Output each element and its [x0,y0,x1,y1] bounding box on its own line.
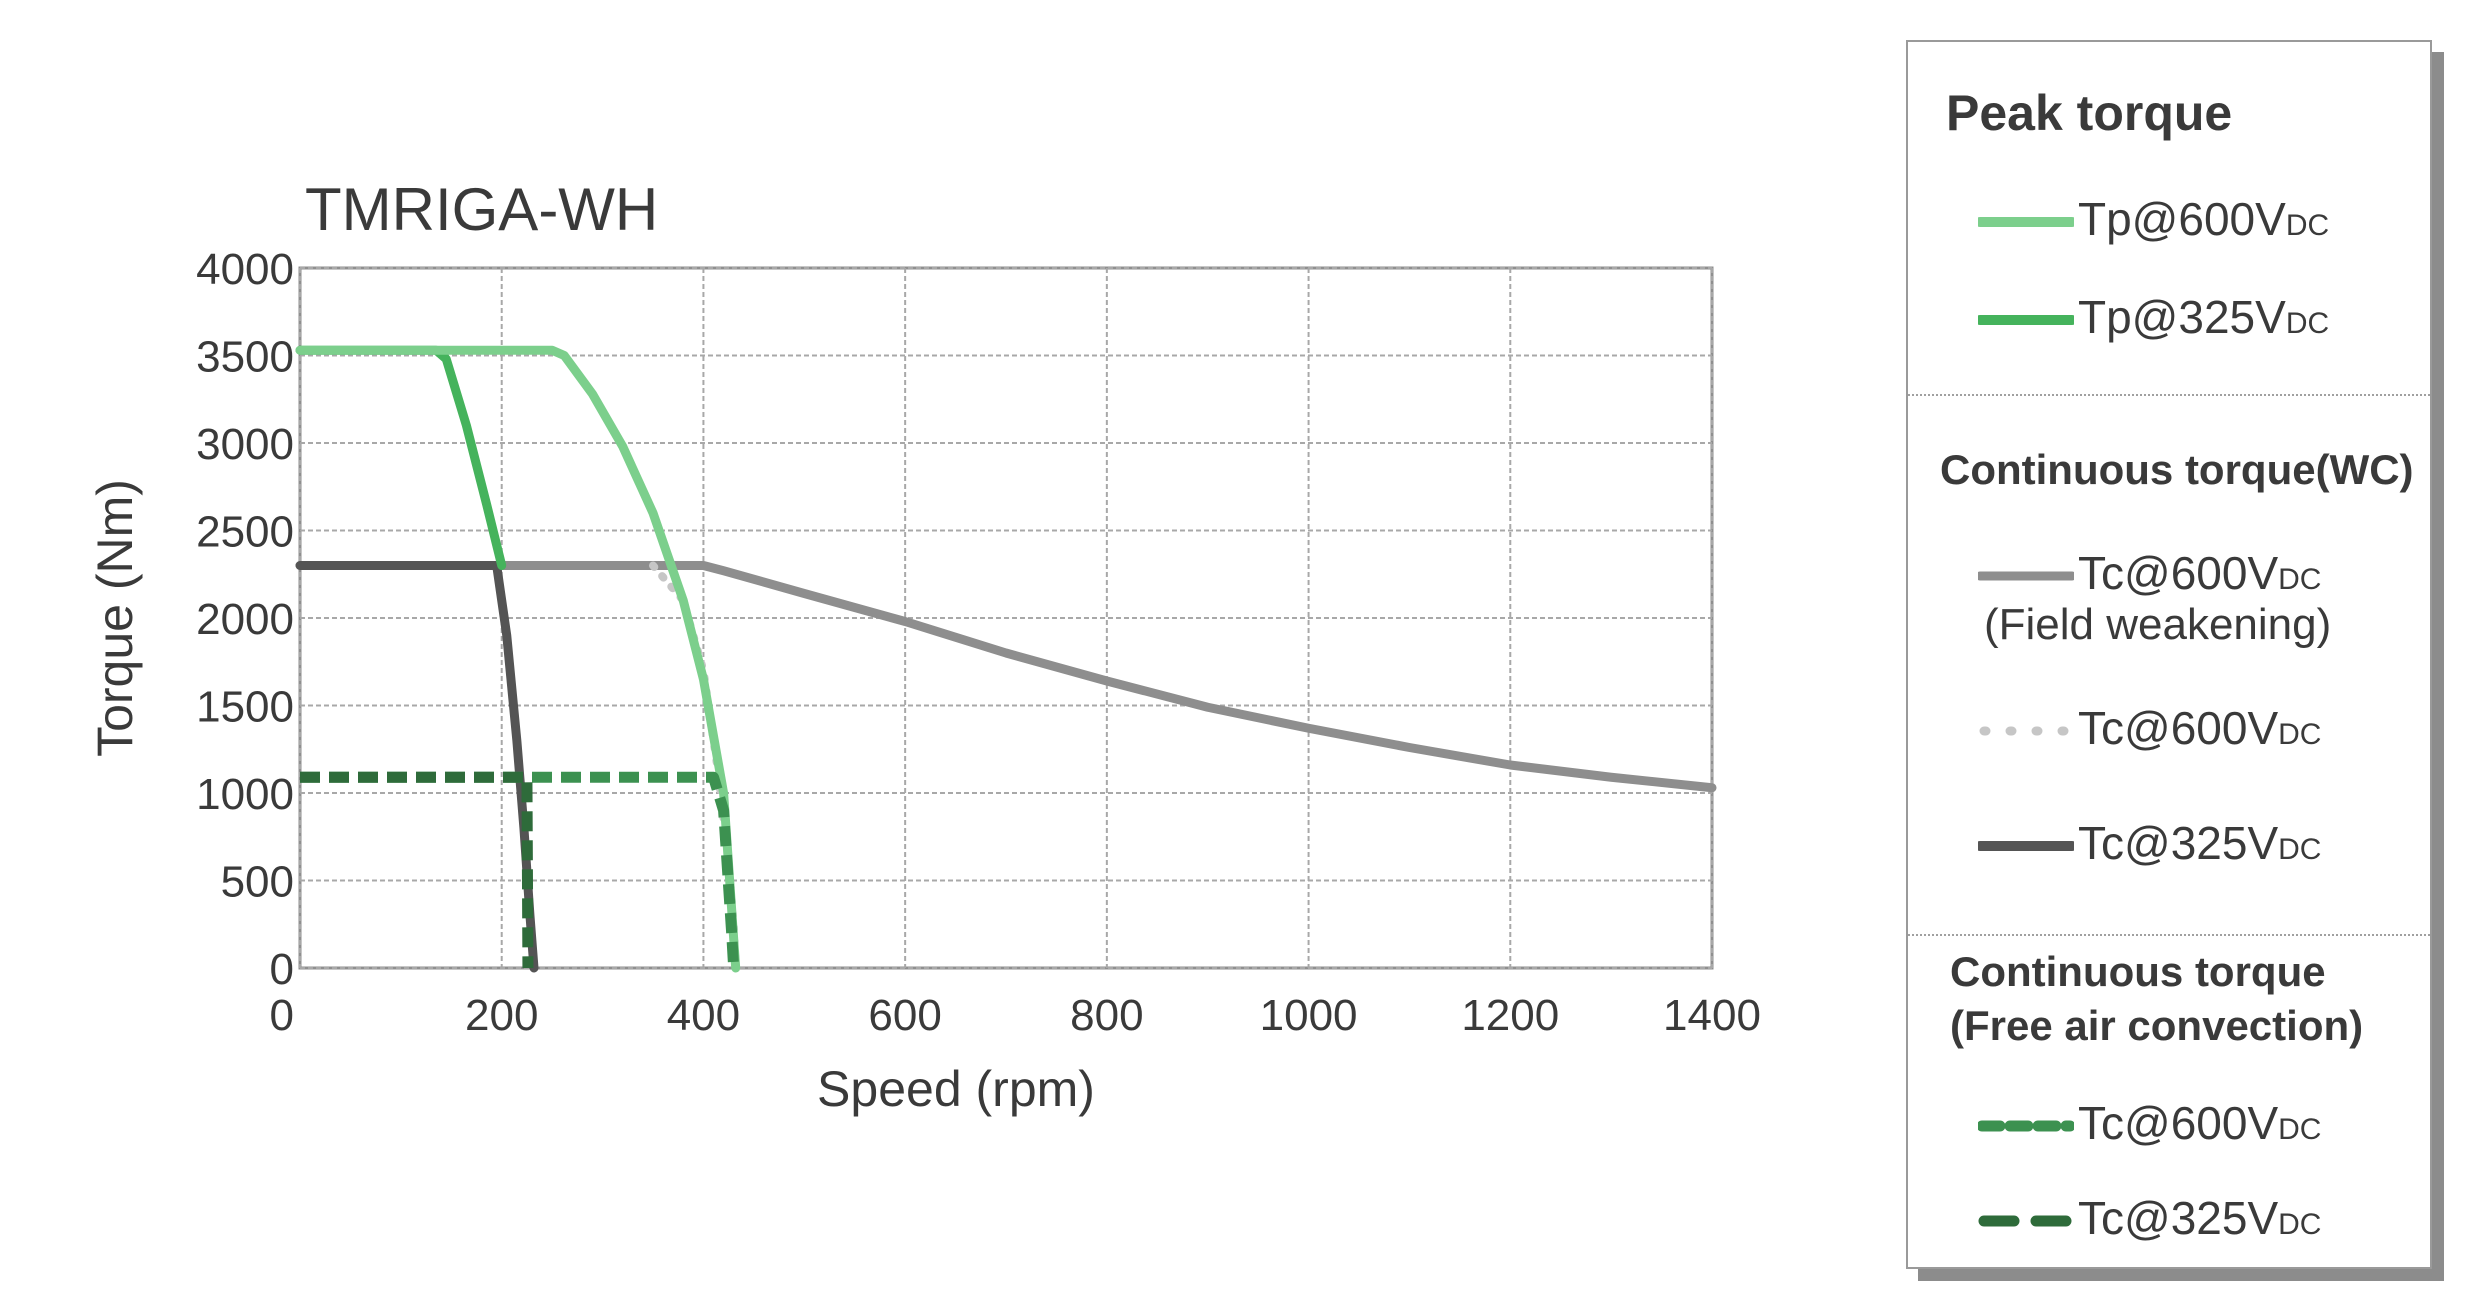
y-tick-label: 4000 [196,245,294,294]
legend-sub-tc325-free: DC [2278,1208,2322,1241]
legend-swatch-tp325 [1978,315,2074,325]
legend-swatch-tc325-free [1978,1215,2074,1227]
series-line-0 [295,345,741,973]
y-tick-label: 500 [221,858,294,907]
y-tick-label: 0 [270,945,294,994]
x-tick-label: 1000 [1260,991,1358,1040]
legend-entry-tc600-fw: Tc@600VDC (Field weakening) [1908,546,2430,649]
y-tick-label: 1500 [196,683,294,732]
y-axis-label: Torque (Nm) [87,479,143,757]
legend-sub-tc600-free: DC [2278,1113,2322,1146]
legend-section-continuous-wc: Continuous torque(WC) Tc@600VDC (Field w… [1908,394,2430,936]
chart-title: TMRIGA-WH [305,176,658,243]
legend-entry-tc600-dotted: Tc@600VDC [1908,701,2430,761]
legend-entry-tp325: Tp@325VDC [1908,290,2430,350]
legend-label-tc600-fw: Tc@600V [2078,547,2279,599]
legend-entry-tc325-free: Tc@325VDC [1908,1191,2430,1251]
legend-label-tc325-free: Tc@325V [2078,1192,2279,1244]
legend-entry-tc600-free: Tc@600VDC [1908,1096,2430,1156]
legend-entry-tp600: Tp@600VDC [1908,192,2430,252]
legend-sub-tc600-dotted: DC [2278,718,2322,751]
legend-title-peak-torque: Peak torque [1946,85,2233,141]
torque-speed-chart: TMRIGA-WH 050010001500200025003000350040… [87,176,1761,1117]
legend-sub-tp600: DC [2285,209,2330,242]
x-axis-label: Speed (rpm) [817,1061,1095,1117]
legend-title-free-air-line1: Continuous torque [1950,948,2326,995]
y-tick-label: 3000 [196,420,294,469]
x-tick-label: 1200 [1461,991,1559,1040]
y-tick-label: 2500 [196,508,294,557]
x-tick-labels: 0 200 400 600 800 1000 1200 1400 [270,991,1761,1040]
legend-extra-field-weakening: (Field weakening) [1984,600,2332,649]
x-tick-label: 1400 [1663,991,1761,1040]
grid [298,266,1714,970]
legend-label-tc600-dotted: Tc@600V [2078,702,2279,754]
series-layer [295,345,1717,973]
legend-label-tc600-free: Tc@600V [2078,1097,2279,1149]
x-tick-label: 0 [270,991,294,1040]
legend-label-tp325: Tp@325V [2078,291,2286,343]
series-line-4 [295,561,539,973]
series-line-6 [300,771,534,969]
y-tick-label: 3500 [196,333,294,382]
series-line-5 [300,771,740,969]
legend-swatch-tc600-free [1978,1120,2074,1132]
y-tick-label: 1000 [196,770,294,819]
legend-section-free-air: Continuous torque (Free air convection) … [1908,934,2430,1269]
legend-entry-tc325: Tc@325VDC [1908,816,2430,876]
x-tick-label: 400 [667,991,740,1040]
series-line-1 [295,345,507,570]
legend-sub-tp325: DC [2285,307,2330,340]
legend-section-peak: Peak torque Tp@600VDC Tp@325VDC [1908,42,2430,392]
legend-sub-tc600-fw: DC [2278,563,2322,596]
legend-label-tc325: Tc@325V [2078,817,2279,869]
legend-sub-tc325: DC [2278,833,2322,866]
y-tick-labels: 0 500 1000 1500 2000 2500 3000 3500 4000 [196,245,294,994]
series-line-2 [295,561,1717,793]
x-tick-label: 600 [868,991,941,1040]
legend: Peak torque Tp@600VDC Tp@325VDC Continuo… [1906,40,2432,1269]
legend-title-continuous-wc: Continuous torque(WC) [1940,446,2414,493]
legend-swatch-tc325 [1978,841,2074,851]
legend-swatch-tc600-dotted [1979,726,2074,736]
x-tick-label: 200 [465,991,538,1040]
x-tick-label: 800 [1070,991,1143,1040]
y-tick-label: 2000 [196,595,294,644]
legend-swatch-tp600 [1978,217,2074,227]
legend-title-free-air-line2: (Free air convection) [1950,1002,2364,1049]
legend-label-tp600: Tp@600V [2078,193,2286,245]
legend-swatch-tc600-fw [1978,571,2074,581]
